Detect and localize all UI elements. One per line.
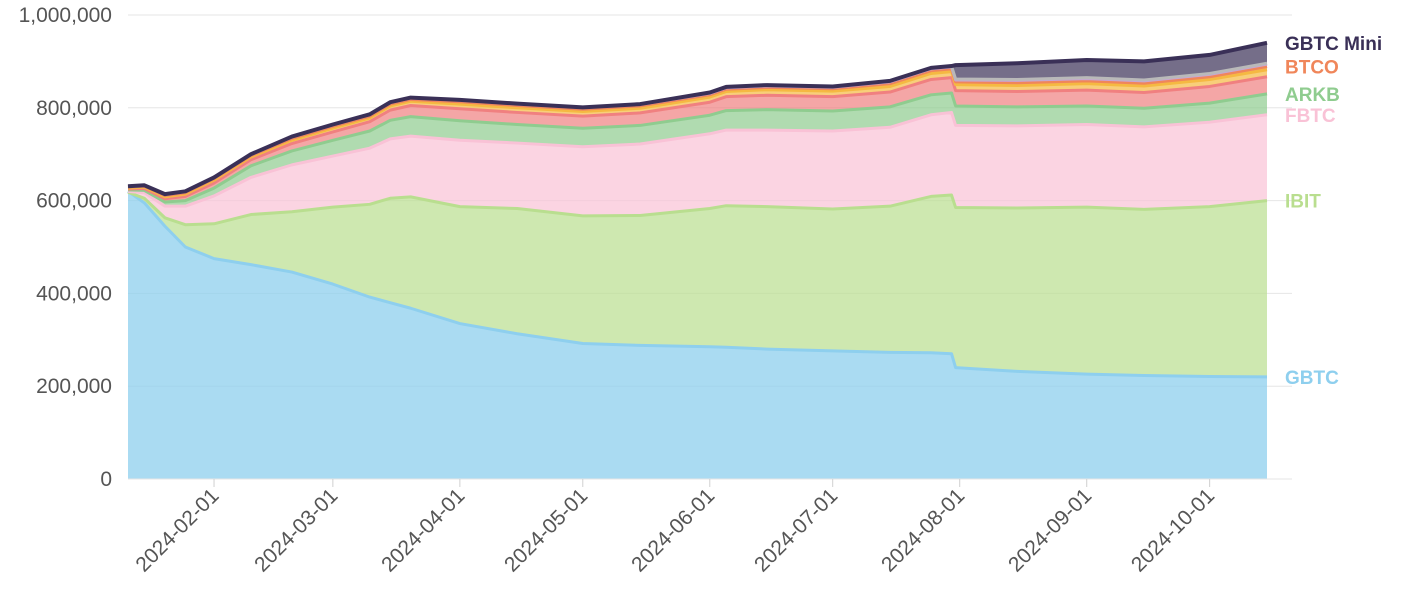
series-line-0 — [127, 190, 1268, 379]
x-tick-label: 2024-05-01 — [500, 484, 592, 576]
series-line-2 — [127, 110, 1268, 208]
y-tick-label: 800,000 — [36, 97, 112, 120]
series-line-3 — [127, 91, 1268, 204]
y-tick-label: 0 — [100, 468, 112, 491]
area-series-0 — [128, 191, 1267, 479]
y-tick-label: 1,000,000 — [19, 4, 112, 27]
series-label: GBTC — [1285, 368, 1339, 389]
series-label: GBTC Mini — [1285, 34, 1382, 55]
area-series-1 — [128, 191, 1267, 377]
area-series-3 — [128, 92, 1267, 207]
x-tick-label: 2024-09-01 — [1004, 484, 1096, 576]
series-label: BTCO — [1285, 58, 1339, 79]
x-tick-label: 2024-06-01 — [627, 484, 719, 576]
series-line-1 — [127, 190, 1268, 227]
y-tick-label: 400,000 — [36, 282, 112, 305]
x-tick-label: 2024-02-01 — [131, 484, 223, 576]
area-series-4 — [128, 76, 1267, 202]
y-tick-label: 200,000 — [36, 375, 112, 398]
series-label: IBIT — [1285, 192, 1321, 213]
x-tick-label: 2024-03-01 — [250, 484, 342, 576]
series-line-9 — [127, 40, 1268, 197]
series-label: ARKB — [1285, 85, 1340, 106]
x-tick-label: 2024-10-01 — [1127, 484, 1219, 576]
x-tick-label: 2024-07-01 — [750, 484, 842, 576]
x-tick-label: 2024-08-01 — [877, 484, 969, 576]
y-tick-label: 600,000 — [36, 190, 112, 213]
line-layer — [127, 40, 1268, 379]
series-line-4 — [127, 75, 1268, 201]
series-label: FBTC — [1285, 106, 1336, 127]
x-tick-label: 2024-04-01 — [377, 484, 469, 576]
